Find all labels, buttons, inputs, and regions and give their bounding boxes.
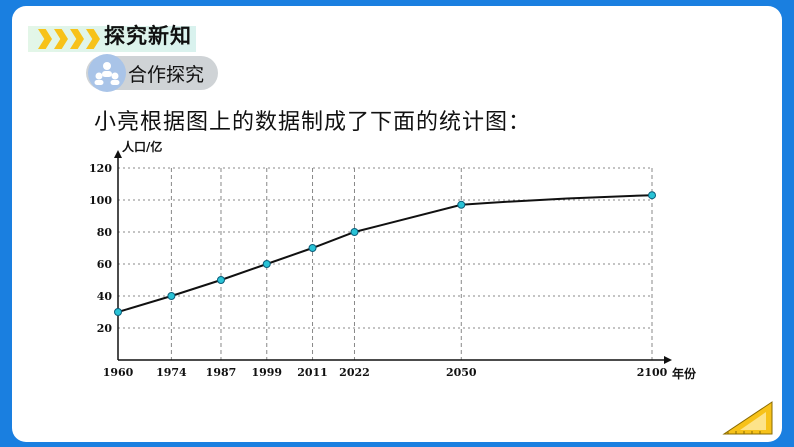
- data-point: [216, 276, 225, 284]
- section-title: 探究新知: [104, 24, 192, 48]
- y-tick-label: 60: [97, 258, 113, 271]
- y-tick-label: 20: [97, 322, 113, 335]
- series-line: [117, 194, 653, 313]
- x-tick-label: 1974: [156, 366, 187, 379]
- data-point: [308, 244, 317, 252]
- data-point: [457, 200, 466, 209]
- x-tick-label: 1987: [206, 366, 237, 379]
- x-axis-arrow: [664, 356, 672, 364]
- y-tick-label: 120: [89, 162, 112, 175]
- y-tick-label: 40: [97, 290, 113, 303]
- data-point: [350, 228, 359, 236]
- x-tick-label: 2022: [339, 366, 370, 379]
- intro-text: 小亮根据图上的数据制成了下面的统计图：: [94, 110, 532, 135]
- data-point: [648, 191, 656, 200]
- subsection-label: 合作探究: [128, 64, 205, 86]
- data-point: [114, 308, 122, 316]
- data-point: [167, 292, 176, 300]
- x-axis-label: 年份: [672, 366, 697, 381]
- x-tick-label: 1960: [103, 366, 134, 379]
- data-point: [262, 260, 271, 268]
- chart-grid: [118, 167, 653, 360]
- chart-ticks: 20 40 60 80 100 120 1960 1974 1987 1999 2011 2022 20…: [89, 162, 668, 379]
- chart-axes: [114, 150, 672, 364]
- chart-series: [114, 191, 656, 316]
- x-tick-label: 2100: [637, 366, 668, 379]
- x-tick-label: 2050: [446, 366, 477, 379]
- ruler-triangle-icon: [716, 398, 776, 438]
- y-tick-label: 80: [97, 226, 113, 239]
- y-axis-label: 人口/亿: [122, 139, 162, 154]
- y-axis-arrow: [114, 150, 122, 158]
- people-icon: [88, 54, 126, 92]
- x-tick-label: 1999: [251, 366, 282, 379]
- y-tick-label: 100: [89, 194, 112, 207]
- chevrons-icon: [38, 29, 100, 49]
- x-tick-label: 2011: [297, 366, 328, 379]
